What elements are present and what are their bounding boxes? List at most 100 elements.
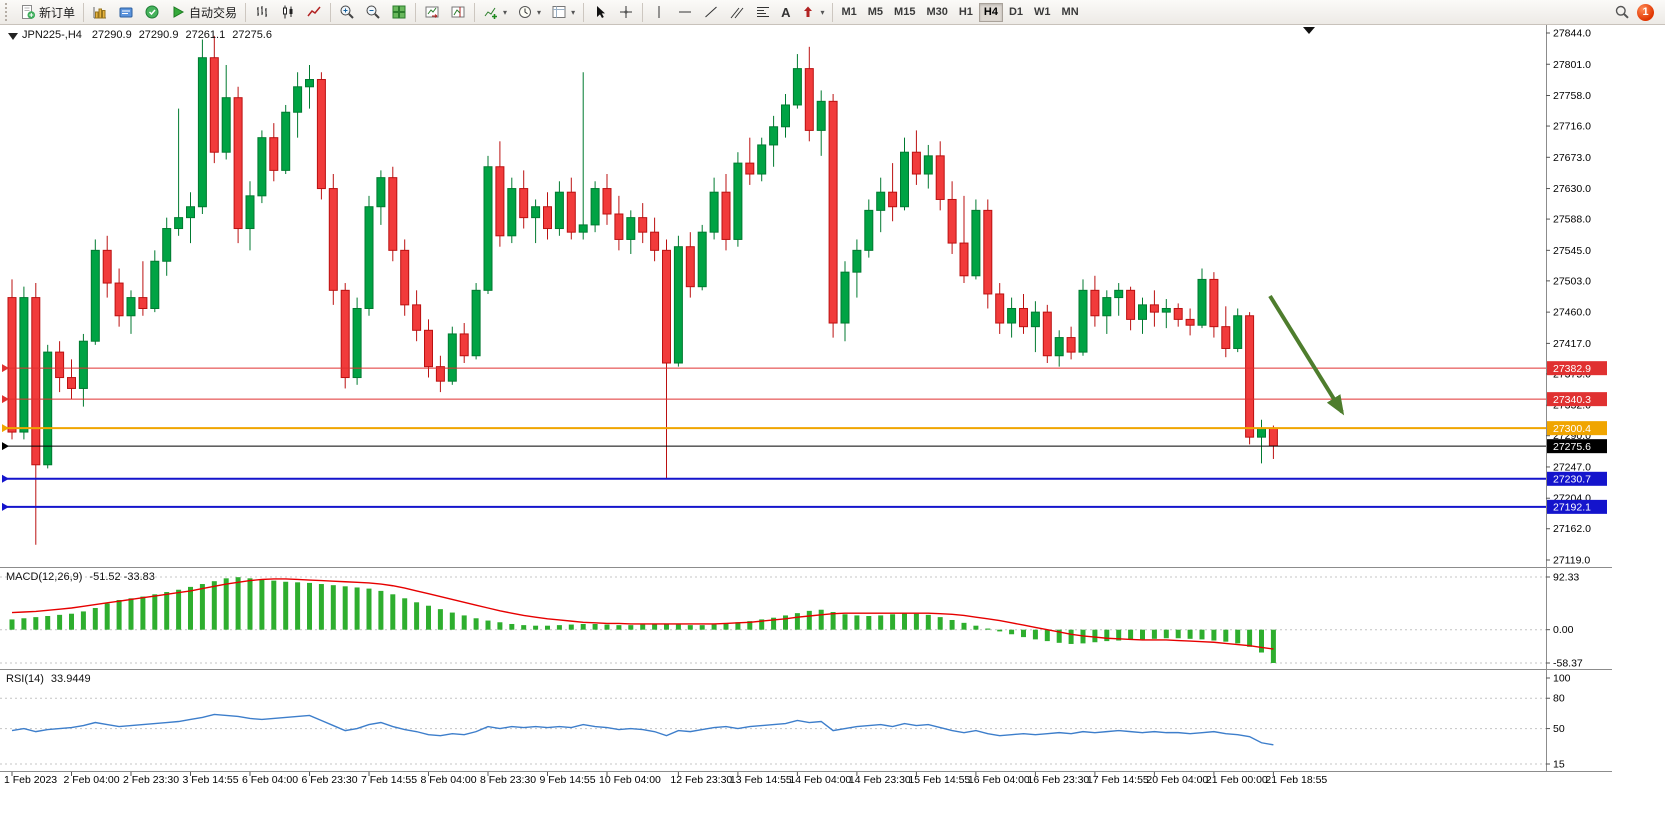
macd-histogram-bar: [461, 615, 467, 630]
time-axis-label: 2 Feb 23:30: [123, 774, 179, 786]
macd-histogram-bar: [152, 594, 158, 630]
candle-body: [673, 246, 683, 364]
market-watch-button[interactable]: [139, 2, 165, 23]
candle-body: [435, 366, 445, 382]
macd-axis-label: 92.33: [1553, 572, 1579, 584]
timeframe-M5[interactable]: M5: [863, 3, 888, 22]
chart-shift-marker[interactable]: [1303, 27, 1315, 34]
macd-histogram-bar: [295, 582, 301, 630]
candle-body: [959, 242, 969, 277]
tile-windows-button[interactable]: [386, 2, 412, 23]
profiles-button[interactable]: [113, 2, 139, 23]
macd-histogram-bar: [1140, 629, 1145, 640]
time-axis-label: 7 Feb 14:55: [361, 774, 417, 786]
candle-body: [376, 177, 386, 208]
template-menu-button[interactable]: ▾: [546, 2, 580, 23]
zoom-out-icon: [366, 5, 380, 19]
candle-body: [911, 151, 921, 175]
chart-shift-button[interactable]: [445, 2, 471, 23]
candle-body: [412, 304, 422, 331]
crosshair-tool-button[interactable]: [613, 2, 639, 23]
channel-tool-button[interactable]: [724, 2, 750, 23]
candle-body: [1209, 278, 1219, 328]
zoom-in-button[interactable]: [334, 2, 360, 23]
horizontal-line-tool-button[interactable]: [672, 2, 698, 23]
trend-arrow[interactable]: [1268, 294, 1345, 416]
macd-histogram-bar: [878, 615, 884, 630]
auto-scroll-button[interactable]: [419, 2, 445, 23]
candle-body: [1257, 427, 1266, 438]
new-order-button[interactable]: 新订单: [15, 2, 80, 23]
timeframe-M15[interactable]: M15: [889, 3, 920, 22]
level-left-marker: [2, 502, 9, 511]
macd-histogram-bar: [33, 617, 39, 630]
vertical-line-tool-button[interactable]: [646, 2, 672, 23]
line-chart-mode-button[interactable]: [301, 2, 327, 23]
macd-histogram-bar: [973, 625, 979, 630]
trendline-tool-button[interactable]: [698, 2, 724, 23]
timeframe-D1[interactable]: D1: [1004, 3, 1028, 22]
quote-low: 27261.1: [185, 29, 226, 41]
zoom-out-button[interactable]: [360, 2, 386, 23]
macd-histogram-bar: [1259, 629, 1264, 653]
bar-chart-mode-button[interactable]: [249, 2, 275, 23]
macd-histogram-bar: [354, 587, 360, 630]
candlestick-mode-button[interactable]: [275, 2, 301, 23]
candle-body: [638, 217, 648, 233]
cursor-tool-button[interactable]: [587, 2, 613, 23]
notification-badge[interactable]: 1: [1637, 3, 1654, 21]
timeframe-H4[interactable]: H4: [978, 2, 1003, 22]
timeframe-W1[interactable]: W1: [1029, 3, 1056, 22]
timeframe-MN[interactable]: MN: [1057, 3, 1084, 22]
time-axis-label: 20 Feb 04:00: [1146, 774, 1208, 786]
candle-body: [340, 289, 350, 379]
arrows-tool-button[interactable]: ▾: [795, 2, 829, 23]
macd-histogram-bar: [1175, 629, 1181, 639]
candle-body: [7, 297, 17, 433]
new-order-label: 新订单: [39, 5, 76, 20]
macd-histogram-bar: [925, 614, 931, 630]
macd-histogram-bar: [937, 617, 943, 630]
macd-histogram-bar: [69, 613, 74, 630]
candle-body: [233, 97, 243, 230]
macd-histogram-bar: [402, 598, 408, 630]
level-left-marker: [2, 474, 9, 483]
add-indicator-button[interactable]: ▾: [478, 2, 512, 23]
candle-body: [745, 162, 755, 175]
macd-histogram-bar: [1044, 629, 1050, 642]
macd-histogram-bar: [176, 589, 182, 630]
candle-body: [90, 249, 100, 342]
new-chart-button[interactable]: [87, 2, 113, 23]
time-axis-label: 8 Feb 23:30: [480, 774, 536, 786]
fibonacci-tool-button[interactable]: [750, 2, 776, 23]
quote-close: 27275.6: [232, 29, 272, 41]
candle-body: [983, 209, 993, 295]
time-axis-label: 6 Feb 23:30: [302, 774, 358, 786]
candle-body: [257, 137, 267, 197]
candle-body: [566, 191, 576, 233]
period-menu-button[interactable]: ▾: [512, 2, 546, 23]
candle-body: [792, 68, 802, 106]
dropdown-caret: ▾: [571, 7, 576, 17]
one-click-trading-toggle[interactable]: [8, 33, 18, 40]
autotrading-button[interactable]: 自动交易: [165, 2, 242, 23]
macd-histogram-bar: [640, 624, 646, 630]
search-button[interactable]: [1609, 2, 1635, 23]
timeframe-M1[interactable]: M1: [836, 3, 861, 22]
timeframe-H1[interactable]: H1: [954, 3, 978, 22]
crosshair-icon: [620, 6, 633, 18]
toolbar-grip[interactable]: [5, 3, 11, 21]
macd-histogram-bar: [164, 592, 170, 630]
macd-histogram-bar: [1104, 629, 1110, 642]
candle-body: [1066, 337, 1076, 353]
price-badge: [1547, 499, 1607, 514]
macd-histogram-bar: [913, 613, 919, 630]
text-tool-button[interactable]: A: [776, 2, 795, 23]
candle-body: [138, 297, 148, 309]
candle-body: [543, 206, 552, 230]
candle-body: [78, 340, 88, 389]
add-indicator-icon: [484, 7, 498, 19]
macd-histogram-bar: [854, 615, 860, 630]
timeframe-M30[interactable]: M30: [921, 3, 952, 22]
